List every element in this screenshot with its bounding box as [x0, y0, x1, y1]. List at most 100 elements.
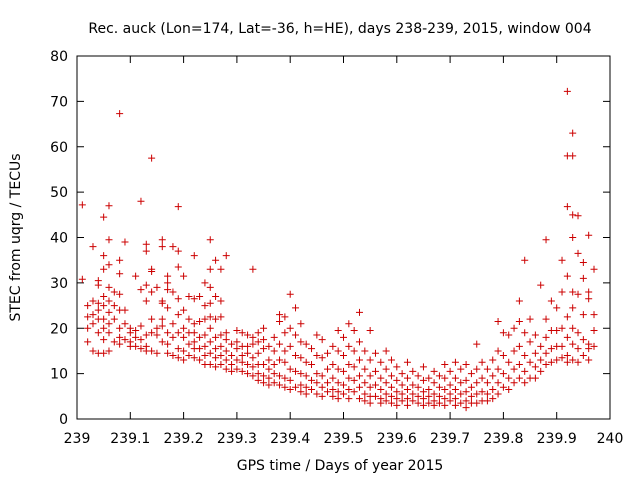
- data-point: [206, 349, 214, 357]
- data-point: [515, 317, 523, 325]
- data-point: [281, 313, 289, 321]
- data-point: [483, 390, 491, 398]
- data-point: [196, 345, 204, 353]
- data-point: [276, 381, 284, 389]
- data-point: [164, 286, 172, 294]
- data-point: [206, 324, 214, 332]
- data-point: [180, 356, 188, 364]
- data-point: [590, 342, 598, 350]
- data-point: [121, 320, 129, 328]
- data-point: [393, 388, 401, 396]
- data-point: [393, 376, 401, 384]
- y-tick-label: 50: [50, 185, 68, 201]
- data-point: [105, 283, 113, 291]
- data-point: [89, 243, 97, 251]
- data-point: [499, 370, 507, 378]
- data-point: [435, 392, 443, 400]
- data-point: [366, 383, 374, 391]
- data-point: [201, 342, 209, 350]
- data-point: [478, 358, 486, 366]
- data-point: [276, 340, 284, 348]
- data-point: [563, 203, 571, 211]
- data-point: [542, 315, 550, 323]
- data-point: [313, 379, 321, 387]
- data-point: [153, 349, 161, 357]
- data-point: [446, 390, 454, 398]
- data-point: [260, 372, 268, 380]
- data-point: [217, 331, 225, 339]
- data-point: [153, 324, 161, 332]
- data-point: [574, 249, 582, 257]
- data-point: [457, 365, 465, 373]
- data-point: [574, 345, 582, 353]
- data-point: [409, 367, 417, 375]
- data-point: [169, 351, 177, 359]
- data-point: [281, 374, 289, 382]
- data-point: [105, 202, 113, 210]
- data-point: [265, 374, 273, 382]
- data-point: [414, 372, 422, 380]
- data-point: [201, 315, 209, 323]
- data-point: [505, 358, 513, 366]
- data-point: [563, 358, 571, 366]
- data-point: [297, 388, 305, 396]
- data-point: [569, 129, 577, 137]
- data-point: [180, 333, 188, 341]
- data-point: [558, 354, 566, 362]
- data-point: [398, 390, 406, 398]
- data-point: [260, 336, 268, 344]
- data-point: [212, 315, 220, 323]
- data-point: [174, 354, 182, 362]
- data-point: [190, 329, 198, 337]
- data-point: [563, 272, 571, 280]
- data-point: [569, 324, 577, 332]
- data-point: [148, 315, 156, 323]
- y-tick-label: 70: [50, 94, 68, 110]
- data-point: [574, 358, 582, 366]
- data-point: [249, 265, 257, 273]
- data-point: [148, 288, 156, 296]
- data-point: [355, 372, 363, 380]
- data-point: [558, 342, 566, 350]
- data-point: [340, 367, 347, 375]
- data-point: [105, 261, 113, 269]
- data-point: [441, 374, 449, 382]
- data-point: [361, 347, 369, 355]
- data-point: [494, 365, 502, 373]
- data-point: [382, 397, 390, 405]
- data-point: [345, 361, 353, 369]
- data-point: [473, 340, 481, 348]
- data-point: [526, 315, 534, 323]
- data-point: [371, 349, 379, 357]
- data-point: [260, 324, 268, 332]
- data-point: [318, 383, 326, 391]
- data-point: [387, 399, 395, 407]
- data-point: [302, 372, 310, 380]
- data-point: [84, 324, 92, 332]
- data-point: [451, 395, 459, 403]
- data-point: [222, 365, 230, 373]
- data-point: [206, 313, 214, 321]
- data-point: [505, 374, 513, 382]
- data-point: [510, 347, 518, 355]
- data-point: [340, 351, 347, 359]
- data-point: [281, 383, 289, 391]
- data-point: [185, 292, 193, 300]
- data-point: [174, 295, 182, 303]
- data-point: [457, 399, 465, 407]
- data-point: [228, 361, 236, 369]
- data-point: [387, 383, 395, 391]
- data-point: [142, 297, 150, 305]
- x-tick-label: 239.5: [323, 431, 363, 447]
- data-point: [265, 342, 273, 350]
- data-point: [212, 363, 220, 371]
- data-point: [132, 272, 140, 280]
- data-point: [425, 392, 433, 400]
- data-point: [116, 324, 124, 332]
- data-point: [105, 236, 113, 244]
- data-point: [537, 281, 545, 289]
- data-point: [521, 351, 529, 359]
- data-point: [382, 390, 390, 398]
- y-tick-label: 60: [50, 140, 68, 156]
